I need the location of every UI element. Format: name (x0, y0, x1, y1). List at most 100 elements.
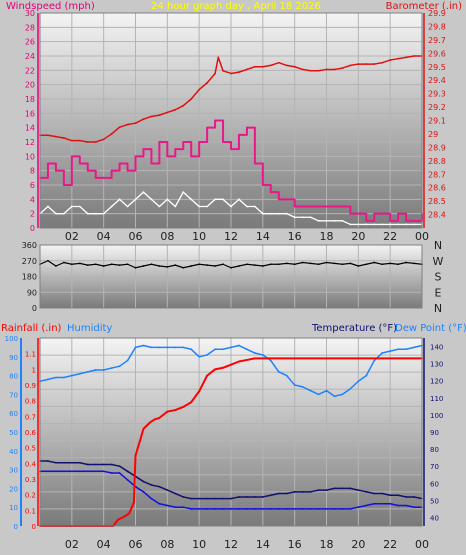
wind-average-series-point (222, 198, 224, 201)
barometer-series-point (70, 139, 73, 142)
humidity-series-point (142, 344, 145, 347)
humidity-series-point (341, 393, 344, 396)
wind-gust-series (40, 119, 423, 222)
rainfall-series-point (214, 368, 216, 371)
wind-gust-series-point (142, 148, 145, 151)
wind-average-series-point (55, 212, 57, 215)
direction-ytick-label: 0 (32, 304, 37, 313)
temperature-series-point (62, 461, 65, 464)
rain-ytick-label: 0.8 (25, 398, 36, 406)
humidity-series-point (277, 370, 280, 373)
wind-gust-series-point (214, 119, 216, 122)
humidity-series-point (94, 369, 97, 371)
humidity-series-point (293, 384, 296, 386)
humidity-series-point (150, 346, 153, 349)
wind-average-series-point (166, 198, 169, 201)
wind-average-series-point (253, 205, 256, 208)
wind-xtick-label: 14 (256, 230, 270, 243)
temperature-series-point (405, 496, 407, 498)
humidity-series-point (62, 376, 65, 379)
humidity-ytick-label: 90 (9, 354, 18, 362)
temperature-ytick-label: 100 (430, 412, 443, 420)
barometer-series-point (190, 98, 193, 100)
dewpoint-series-point (365, 504, 368, 507)
temperature-series-point (285, 492, 288, 495)
humidity-series-point (238, 344, 240, 347)
humidity-series-point (110, 367, 113, 369)
wind-average-series-point (285, 212, 288, 215)
wind-gust-series-point (94, 176, 97, 179)
dewpoint-series-point (126, 478, 129, 481)
wind-direction-series-point (269, 263, 272, 266)
rain-ytick-label: 0.9 (25, 382, 36, 390)
wind-average-series-point (206, 205, 209, 208)
wind-gust-series-point (198, 141, 201, 143)
humidity-axis-title: Humidity (67, 323, 112, 334)
wind-direction-series-point (70, 263, 73, 266)
wind-direction-series-point (47, 259, 49, 262)
humidity-series-point (246, 348, 248, 351)
dewpoint-series-point (102, 470, 105, 473)
wind-gust-series-point (47, 162, 49, 165)
humidity-series-point (357, 380, 360, 383)
barometer-series-point (317, 69, 320, 72)
wind-gust-series-point (62, 184, 65, 186)
wind-average-series-point (174, 205, 177, 208)
barometer-series-point (333, 68, 336, 71)
temperature-ytick-label: 40 (430, 514, 439, 522)
wind-direction-series-point (166, 265, 169, 268)
wind-gust-series-point (246, 126, 248, 129)
temperature-ytick-label: 90 (430, 429, 439, 437)
wind-average-series-point (214, 198, 216, 201)
barometer-series-point (214, 72, 216, 75)
wind-average-series-point (293, 216, 296, 219)
rainfall-series-point (222, 366, 224, 369)
wind-average-series-point (373, 223, 376, 226)
dewpoint-series-point (62, 470, 65, 473)
temperature-xtick-label: 00 (415, 538, 429, 551)
wind-ytick-label: 8 (30, 167, 35, 176)
direction-compass-label: E (435, 286, 442, 299)
dewpoint-series-point (301, 508, 304, 510)
wind-direction-series-point (150, 263, 153, 266)
temperature-ytick-label: 60 (430, 480, 439, 488)
temperature-series-point (357, 489, 360, 492)
barometer-series-point (309, 69, 312, 72)
direction-compass-label: N (434, 239, 442, 252)
wind-gust-series-point (166, 155, 169, 158)
wind-gust-series-point (182, 141, 185, 143)
wind-direction-series-point (118, 264, 121, 267)
temperature-series-point (293, 490, 296, 493)
wind-direction-series-point (253, 264, 256, 267)
wind-average-series-point (62, 212, 65, 215)
barometer-series-point (365, 63, 368, 65)
wind-gust-series-point (285, 198, 288, 201)
temperature-series-point (142, 480, 145, 483)
direction-ytick-label: 90 (27, 288, 37, 297)
wind-average-series-point (269, 212, 272, 215)
humidity-series-point (373, 359, 376, 362)
dewpoint-series-point (341, 508, 344, 510)
baro-ytick-label: 29 (428, 130, 438, 139)
wind-direction-series-point (238, 265, 240, 267)
temperature-series-point (102, 463, 105, 466)
wind-gust-series-point (190, 155, 193, 158)
wind-average-series-point (309, 216, 312, 219)
barometer-series-point (62, 137, 65, 139)
temperature-series-point (261, 496, 264, 498)
temperature-xtick-label: 14 (256, 538, 270, 551)
dewpoint-series-point (333, 508, 336, 510)
dewpoint-series-point (261, 508, 264, 510)
wind-ytick-label: 24 (25, 52, 35, 61)
humidity-ytick-label: 20 (9, 485, 18, 493)
baro-ytick-label: 29.2 (428, 103, 446, 112)
wind-direction-series-point (349, 262, 352, 265)
baro-ytick-label: 28.9 (428, 143, 446, 152)
humidity-series-point (381, 352, 384, 354)
baro-ytick-label: 28.4 (428, 211, 446, 220)
wind-gust-series-point (325, 205, 328, 208)
dewpoint-series-point (190, 508, 193, 510)
humidity-series-point (389, 350, 392, 353)
temperature-series-point (325, 489, 328, 492)
wind-gust-series-point (150, 162, 153, 165)
